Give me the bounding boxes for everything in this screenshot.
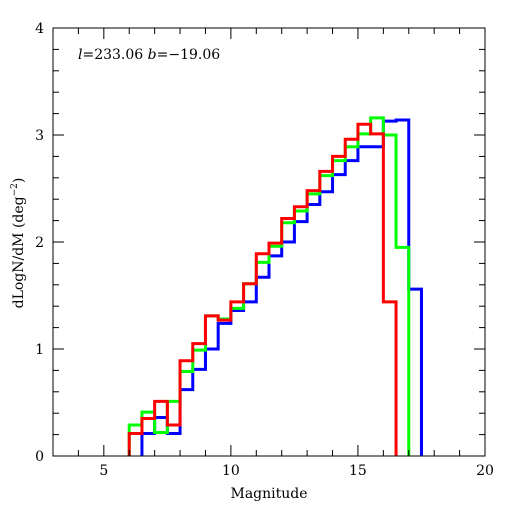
- x-tick-label: 10: [222, 463, 240, 479]
- plot-frame: [52, 27, 486, 457]
- x-tick-label: 5: [99, 463, 108, 479]
- x-tick-label: 20: [476, 463, 494, 479]
- annotation-b-value: =−19.06: [157, 47, 221, 63]
- y-tick-label: 4: [35, 21, 44, 37]
- histogram-series-1: [140, 118, 423, 456]
- annotation-l-symbol: l: [78, 47, 82, 63]
- y-tick-label: 3: [35, 128, 44, 144]
- y-tick-label: 0: [35, 449, 44, 465]
- field-coordinates-annotation: l=233.06 b=−19.06: [78, 47, 220, 63]
- annotation-l-value: =233.06: [82, 47, 147, 63]
- histogram-series-3: [127, 122, 398, 456]
- x-tick-label: 15: [349, 463, 367, 479]
- y-axis-label-close: ): [11, 178, 27, 183]
- x-axis-label: Magnitude: [230, 486, 307, 502]
- annotation-b-symbol: b: [148, 47, 157, 63]
- y-axis-label-exponent: −2: [10, 183, 20, 196]
- y-tick-label: 1: [35, 342, 44, 358]
- series-layer: [127, 116, 423, 456]
- y-tick-label: 2: [35, 235, 44, 251]
- y-axis-label: dLogN/dM (deg−2): [10, 178, 27, 309]
- y-axis-label-main: dLogN/dM (deg: [11, 196, 27, 308]
- tick-labels: 5 10 15 20 0 1 2 3 4: [35, 21, 494, 479]
